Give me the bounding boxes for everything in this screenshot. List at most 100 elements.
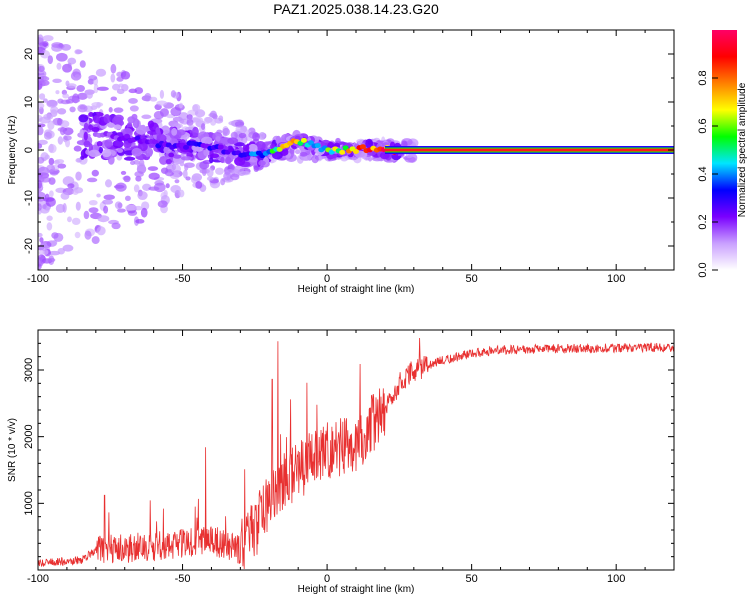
spectrogram-cell [140, 207, 148, 218]
spectrogram-cell [65, 138, 71, 148]
spectrogram-cell [86, 177, 98, 183]
spectrogram-cell [69, 106, 76, 113]
spectrogram-cell [96, 193, 101, 198]
spectrogram-cell [178, 189, 185, 198]
spectrogram-cell [56, 62, 62, 70]
snr-xlabel: Height of straight line (km) [298, 584, 415, 595]
spectrogram-cell [47, 144, 57, 154]
spectrogram-cell [159, 89, 165, 99]
spectrogram-cell [57, 98, 64, 104]
spectrogram-x-tick-label: 50 [466, 273, 478, 285]
snr-ylabel: SNR (10 * v/v) [7, 418, 18, 482]
spectrogram-cell [210, 118, 217, 126]
spectrogram-cell [239, 171, 251, 176]
spectrogram-cell [134, 87, 144, 94]
snr-y-tick-label: 2000 [23, 424, 35, 448]
spectrogram-cell [228, 147, 235, 153]
spectrogram-cell [227, 137, 239, 145]
spectrogram-cell [269, 157, 275, 164]
spectrogram-cell [134, 135, 141, 141]
spectrogram-cell [118, 83, 124, 88]
spectrogram-cell [46, 99, 58, 108]
spectrogram-cell [96, 86, 109, 91]
spectrogram-cell [62, 244, 74, 252]
spectrogram-cell [38, 93, 46, 100]
spectrogram-cell [248, 156, 258, 163]
colorbar-tick-label: 0.4 [697, 166, 709, 181]
spectrogram-cell [112, 83, 121, 91]
spectrogram-y-tick-label: 10 [23, 96, 35, 108]
spectrogram-cell [285, 154, 291, 160]
spectrogram-cell [174, 179, 180, 184]
spectrogram-cell [192, 104, 201, 112]
spectrogram-cell [135, 175, 142, 182]
spectrogram-cell [83, 131, 88, 141]
spectrogram-cell [159, 156, 169, 165]
spectrogram-cell [42, 35, 54, 42]
spectrogram-cell [113, 107, 124, 113]
spectrogram-cell [103, 205, 109, 214]
spectrogram-cell [88, 112, 94, 117]
spectrogram-ylabel: Frequency (Hz) [7, 116, 18, 185]
spectrogram-cell [77, 104, 88, 113]
spectrogram-cell [141, 114, 152, 119]
spectrogram-cell [300, 137, 307, 143]
snr-x-tick-label: 100 [607, 573, 625, 585]
spectrogram-cell [113, 124, 122, 130]
spectrogram-cell [128, 88, 138, 94]
spectrogram-cell [117, 148, 124, 153]
spectrogram-cell [359, 144, 366, 150]
spectrogram-cell [48, 250, 61, 256]
spectrogram-cell [110, 63, 117, 74]
colorbar-tick-label: 0.6 [697, 118, 709, 133]
spectrogram-cell [173, 154, 182, 159]
spectrogram-cell [248, 143, 258, 153]
spectrogram-cell [46, 215, 53, 221]
spectrogram-cell [252, 132, 260, 142]
spectrogram-cell [275, 135, 282, 145]
spectrogram-cell [43, 98, 48, 103]
spectrogram-cell [88, 74, 98, 81]
spectrogram-cell [123, 156, 136, 161]
spectrogram-cell [67, 216, 72, 223]
spectrogram-cell [134, 171, 144, 178]
spectrogram-cell [147, 120, 155, 128]
spectrogram-cell [214, 117, 224, 124]
spectrogram-cell [43, 131, 52, 140]
spectrogram-x-tick-label: 100 [607, 273, 625, 285]
spectrogram-cell [91, 169, 99, 177]
spectrogram-cell [125, 204, 138, 211]
spectrogram-cell [91, 126, 100, 133]
spectrogram-cell [129, 105, 139, 112]
spectrogram-cell [206, 167, 214, 178]
spectrogram-cell [83, 210, 90, 220]
spectrogram-cell [314, 143, 321, 149]
spectrogram-cell [171, 127, 178, 136]
spectrogram-cell [120, 71, 131, 80]
spectrogram-cell [57, 163, 67, 169]
spectrogram-y-tick-label: -20 [23, 238, 35, 254]
spectrogram-cell [38, 232, 43, 238]
spectrogram-cell [153, 182, 166, 193]
spectrogram-cell [83, 140, 91, 148]
spectrogram-cell [147, 166, 159, 171]
spectrogram-cell [171, 164, 181, 174]
spectrogram-cell [234, 142, 245, 147]
spectrogram-cell [339, 149, 346, 155]
spectrogram-cell [258, 131, 266, 140]
spectrogram-cell [210, 153, 220, 159]
spectrogram-cell [170, 185, 182, 194]
spectrogram-cell [117, 208, 126, 213]
spectrogram-cell [47, 120, 55, 130]
colorbar-tick-label: 0.8 [697, 70, 709, 85]
spectrogram-cell [133, 159, 140, 165]
spectrogram-cell [110, 73, 116, 83]
spectrogram-cell [149, 96, 158, 102]
spectrogram-cell [76, 84, 85, 92]
spectrogram-cell [93, 83, 99, 94]
spectrogram-cell [111, 222, 121, 230]
spectrogram-cell [230, 131, 238, 139]
spectrogram-cell [44, 193, 50, 201]
spectrogram-cell [156, 100, 168, 106]
spectrogram-cell [342, 145, 349, 151]
